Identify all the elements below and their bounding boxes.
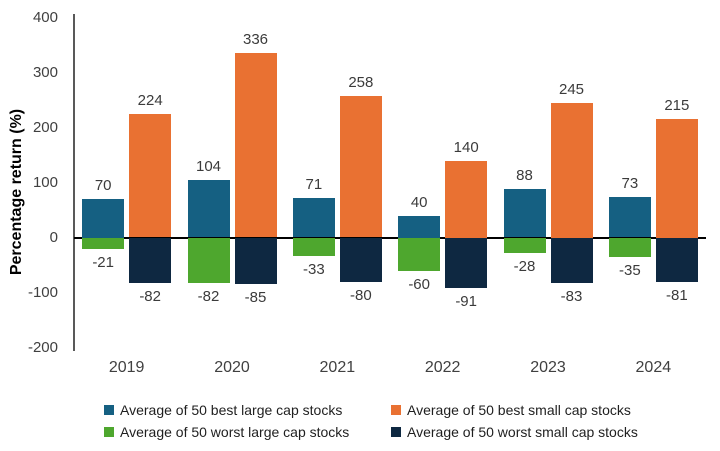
- data-label-worst-small-cap-2024: -81: [665, 287, 688, 305]
- data-label-best-small-cap-2020: 336: [242, 30, 269, 48]
- data-label-worst-small-cap-2022: -91: [455, 292, 477, 310]
- bar-worst-large-cap-2023: [503, 237, 546, 253]
- data-label-best-large-cap-2023: 88: [516, 167, 533, 185]
- x-axis-label-2023: 2023: [530, 359, 566, 376]
- data-label-worst-small-cap-2019: -82: [139, 287, 161, 305]
- zero-baseline: [74, 236, 706, 239]
- y-tick-label: 100: [32, 173, 58, 191]
- bar-best-large-cap-2022: [398, 215, 441, 238]
- data-label-best-large-cap-2022: 40: [410, 193, 428, 211]
- bar-best-large-cap-2021: [292, 198, 335, 238]
- data-label-worst-large-cap-2023: -28: [513, 257, 536, 275]
- bar-best-small-cap-2024: [655, 119, 698, 238]
- data-label-worst-large-cap-2022: -60: [408, 275, 430, 293]
- y-tick-label: -200: [27, 338, 58, 356]
- y-tick-label: 300: [32, 63, 58, 81]
- bar-worst-large-cap-2020: [187, 237, 230, 283]
- legend-item-best-large-cap: Average of 50 best large cap stocks: [104, 402, 342, 418]
- bar-worst-small-cap-2023: [550, 237, 593, 284]
- bar-worst-small-cap-2021: [339, 237, 382, 282]
- bar-worst-small-cap-2019: [129, 237, 172, 283]
- legend-label: Average of 50 best large cap stocks: [120, 402, 343, 418]
- x-axis-label-2021: 2021: [319, 359, 356, 376]
- bar-worst-large-cap-2021: [292, 237, 335, 256]
- legend-item-worst-small-cap: Average of 50 worst small cap stocks: [391, 424, 638, 440]
- legend-label: Average of 50 worst large cap stocks: [120, 424, 350, 440]
- legend-swatch-best-large-cap: [104, 405, 114, 415]
- data-label-best-large-cap-2024: 73: [621, 175, 639, 193]
- data-label-worst-large-cap-2019: -21: [92, 254, 114, 272]
- y-tick-label: 400: [32, 8, 58, 26]
- legend-swatch-worst-small-cap: [391, 427, 401, 437]
- bar-best-large-cap-2020: [187, 180, 230, 238]
- data-label-worst-small-cap-2020: -85: [244, 289, 267, 307]
- data-label-worst-large-cap-2020: -82: [197, 287, 220, 305]
- x-axis-label-2020: 2020: [214, 359, 250, 376]
- data-label-best-small-cap-2022: 140: [453, 138, 479, 156]
- bar-best-large-cap-2023: [503, 189, 546, 238]
- legend-item-worst-large-cap: Average of 50 worst large cap stocks: [104, 424, 349, 440]
- y-axis-line: [73, 14, 75, 351]
- data-label-best-large-cap-2019: 70: [94, 177, 112, 194]
- bar-worst-small-cap-2022: [445, 237, 488, 288]
- y-tick-label: 200: [32, 118, 58, 136]
- legend-label: Average of 50 worst small cap stocks: [407, 424, 638, 440]
- bar-worst-large-cap-2024: [608, 237, 651, 257]
- x-axis-label-2022: 2022: [424, 359, 461, 376]
- bar-best-small-cap-2020: [234, 52, 277, 238]
- bar-worst-large-cap-2022: [398, 237, 441, 271]
- bar-worst-small-cap-2024: [655, 237, 698, 283]
- bar-best-small-cap-2023: [550, 102, 593, 238]
- bar-worst-large-cap-2019: [82, 237, 125, 250]
- data-label-worst-large-cap-2024: -35: [618, 261, 641, 279]
- data-label-best-small-cap-2019: 224: [137, 92, 163, 110]
- bar-best-large-cap-2019: [82, 199, 125, 238]
- legend-label: Average of 50 best small cap stocks: [407, 402, 631, 418]
- legend-swatch-best-small-cap: [391, 405, 401, 415]
- bar-best-large-cap-2024: [608, 197, 651, 238]
- bar-best-small-cap-2022: [445, 160, 488, 238]
- x-axis-label-2019: 2019: [108, 359, 145, 376]
- data-label-best-small-cap-2023: 245: [558, 80, 585, 98]
- legend-swatch-worst-large-cap: [104, 427, 114, 437]
- bar-worst-small-cap-2020: [234, 237, 277, 285]
- data-label-worst-small-cap-2023: -83: [560, 288, 583, 306]
- legend-item-best-small-cap: Average of 50 best small cap stocks: [391, 402, 631, 418]
- bar-best-small-cap-2021: [339, 95, 382, 238]
- data-label-best-large-cap-2020: 104: [195, 158, 222, 176]
- data-label-worst-small-cap-2021: -80: [349, 286, 372, 304]
- y-tick-label: -100: [27, 283, 58, 301]
- bar-best-small-cap-2019: [129, 114, 172, 238]
- x-axis-label-2024: 2024: [635, 359, 672, 376]
- data-label-best-small-cap-2021: 258: [348, 73, 374, 91]
- data-label-best-large-cap-2021: 71: [305, 176, 323, 194]
- data-label-best-small-cap-2024: 215: [664, 97, 690, 115]
- y-tick-label: 0: [49, 228, 58, 246]
- data-label-worst-large-cap-2021: -33: [302, 260, 325, 278]
